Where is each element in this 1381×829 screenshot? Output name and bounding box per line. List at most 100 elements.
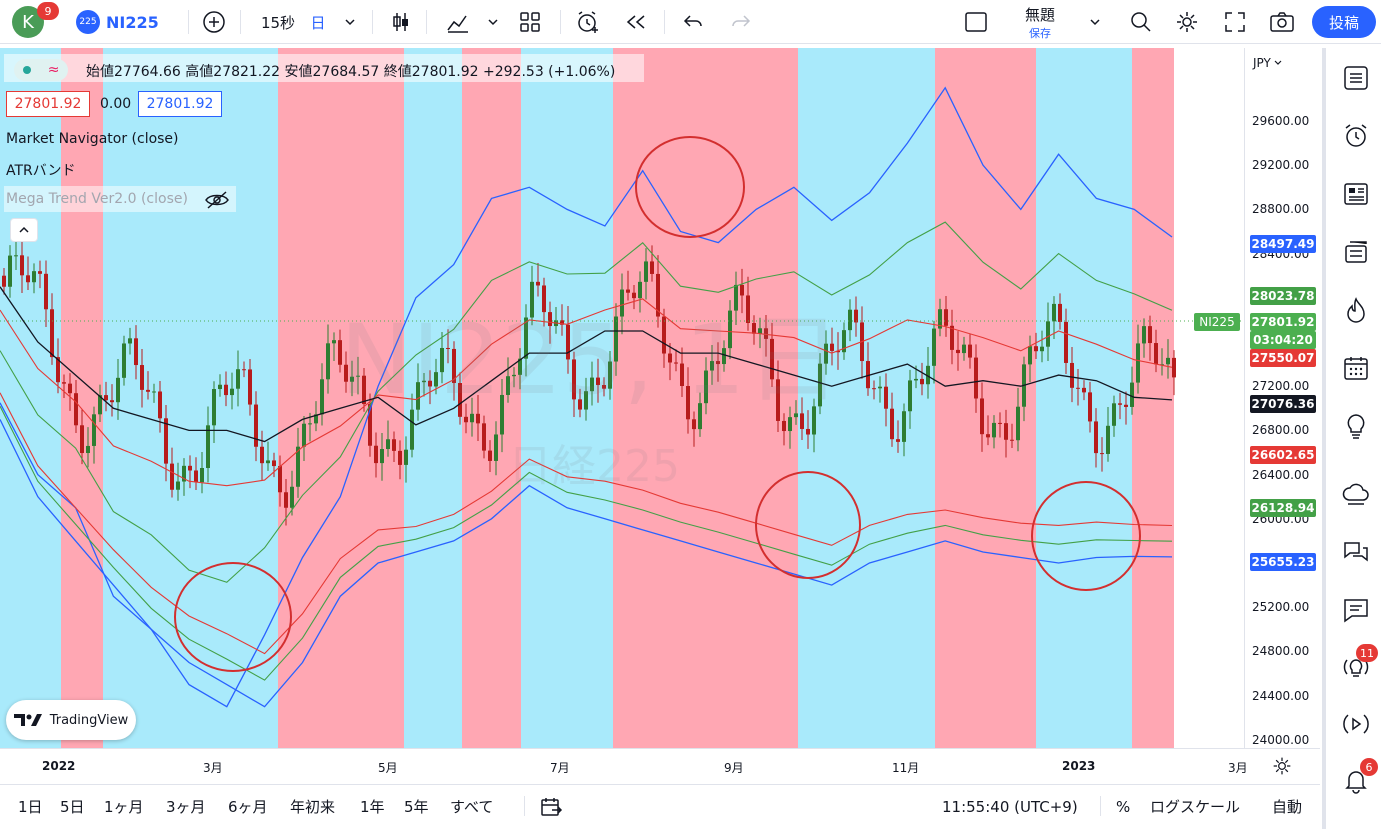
chevron-down-icon	[488, 19, 498, 26]
go-to-date-button[interactable]	[540, 784, 564, 829]
data-window-button[interactable]	[1340, 236, 1372, 268]
candle-down	[110, 400, 114, 403]
clock-timezone[interactable]: 11:55:40 (UTC+9)	[942, 797, 1078, 816]
ideas-stream-button[interactable]	[1340, 410, 1372, 442]
candle-up	[350, 376, 354, 382]
undo-button[interactable]	[678, 0, 708, 44]
time-tick-label: 11月	[892, 761, 920, 775]
legend-toggle[interactable]: ≈	[14, 59, 68, 81]
time-axis[interactable]	[0, 748, 1320, 784]
candle-down	[248, 369, 252, 405]
private-chats-button[interactable]	[1340, 594, 1372, 626]
watchlist-button[interactable]	[1340, 62, 1372, 94]
layout-name[interactable]: 無題	[1024, 5, 1055, 24]
candle-up	[914, 378, 918, 381]
interval-day[interactable]: 日	[310, 13, 326, 32]
range-button[interactable]: 5年	[404, 798, 429, 816]
range-button[interactable]: すべて	[450, 798, 494, 816]
candle-up	[206, 425, 210, 469]
interval-dropdown[interactable]	[338, 0, 362, 44]
range-button[interactable]: 1日	[18, 798, 43, 816]
candle-down	[956, 349, 960, 354]
candle-up	[326, 343, 330, 380]
chart-pane[interactable]	[0, 48, 1244, 748]
redo-button[interactable]	[726, 0, 756, 44]
indicator-market-navigator[interactable]: Market Navigator (close)	[6, 131, 179, 147]
replay-button[interactable]	[620, 0, 652, 44]
candle-down	[716, 361, 720, 365]
axis-settings-button[interactable]	[1270, 754, 1294, 778]
bid-price[interactable]: 27801.92	[6, 91, 90, 117]
candle-down	[686, 386, 690, 420]
layout-button[interactable]	[514, 0, 546, 44]
candle-down	[884, 386, 888, 409]
search-button[interactable]	[1126, 0, 1156, 44]
alerts-button[interactable]	[1340, 120, 1372, 152]
chart-type-button[interactable]	[386, 0, 416, 44]
candle-down	[782, 420, 786, 432]
collapse-legend-button[interactable]	[10, 218, 38, 242]
fullscreen-button[interactable]	[1220, 0, 1250, 44]
candle-down	[278, 466, 282, 493]
alarm-clock-icon	[578, 11, 598, 33]
interval-15s[interactable]: 15秒	[260, 13, 296, 32]
notifications-button[interactable]	[1340, 764, 1372, 796]
log-scale-toggle[interactable]: ログスケール	[1150, 798, 1241, 816]
price-tick-label: 26800.00	[1252, 423, 1310, 438]
range-button[interactable]: 3ヶ月	[166, 798, 206, 816]
percent-scale-toggle[interactable]: %	[1116, 797, 1131, 816]
range-button[interactable]: 5日	[60, 798, 85, 816]
range-button[interactable]: 年初来	[290, 798, 336, 816]
candle-down	[890, 408, 894, 440]
candle-up	[308, 423, 312, 425]
add-symbol-button[interactable]	[198, 0, 230, 44]
candle-up	[1166, 357, 1170, 365]
range-button[interactable]: 6ヶ月	[228, 798, 268, 816]
layout-dropdown[interactable]	[1084, 0, 1106, 44]
snapshot-button[interactable]	[1266, 0, 1298, 44]
range-button[interactable]: 1年	[360, 798, 385, 816]
public-chats-button[interactable]	[1340, 536, 1372, 568]
hotlists-button[interactable]	[1340, 294, 1372, 326]
ask-price[interactable]: 27801.92	[138, 91, 222, 117]
indicator-atr-band[interactable]: ATRバンド	[6, 163, 76, 179]
annotation-circles	[174, 136, 1141, 672]
tradingview-logo[interactable]: TradingView	[6, 700, 136, 740]
candle-down	[674, 362, 678, 364]
price-tick-label: 27200.00	[1252, 379, 1310, 394]
price-chart[interactable]	[0, 48, 1244, 748]
alert-button[interactable]	[572, 0, 604, 44]
indicators-button[interactable]	[442, 0, 474, 44]
candle-down	[140, 365, 144, 390]
candle-down	[596, 377, 600, 386]
streams-button[interactable]	[1340, 708, 1372, 740]
settings-button[interactable]	[1172, 0, 1202, 44]
auto-scale-toggle[interactable]: 自動	[1272, 798, 1303, 816]
hidden-eye-icon[interactable]	[204, 190, 230, 210]
range-button[interactable]: 1ヶ月	[104, 798, 144, 816]
candle-down	[806, 428, 810, 435]
price-axis-label: 26128.94	[1250, 499, 1316, 517]
symbol-search[interactable]: NI225	[106, 12, 159, 32]
chats-button[interactable]	[1340, 478, 1372, 510]
candle-down	[1100, 453, 1104, 455]
candle-up	[152, 391, 156, 393]
candle-down	[566, 324, 570, 360]
layout-save-status[interactable]: 保存	[1029, 27, 1051, 40]
bell-icon	[1345, 771, 1367, 794]
currency-selector[interactable]: JPY	[1253, 56, 1283, 70]
calendar-icon	[1344, 357, 1368, 380]
candle-up	[584, 391, 588, 410]
indicator-mega-trend[interactable]: Mega Trend Ver2.0 (close)	[6, 191, 188, 207]
news-button[interactable]	[1340, 178, 1372, 210]
layout-toggle-button[interactable]	[958, 0, 994, 44]
annotation-circle	[174, 562, 292, 672]
price-scale[interactable]: JPY	[1244, 48, 1320, 748]
post-button[interactable]: 投稿	[1312, 6, 1376, 38]
candle-up	[818, 363, 822, 407]
candlestick-icon	[393, 13, 408, 31]
indicators-dropdown[interactable]	[482, 0, 504, 44]
wave-icon: ≈	[47, 62, 60, 78]
calendar-button[interactable]	[1340, 352, 1372, 384]
candle-up	[1016, 406, 1020, 441]
